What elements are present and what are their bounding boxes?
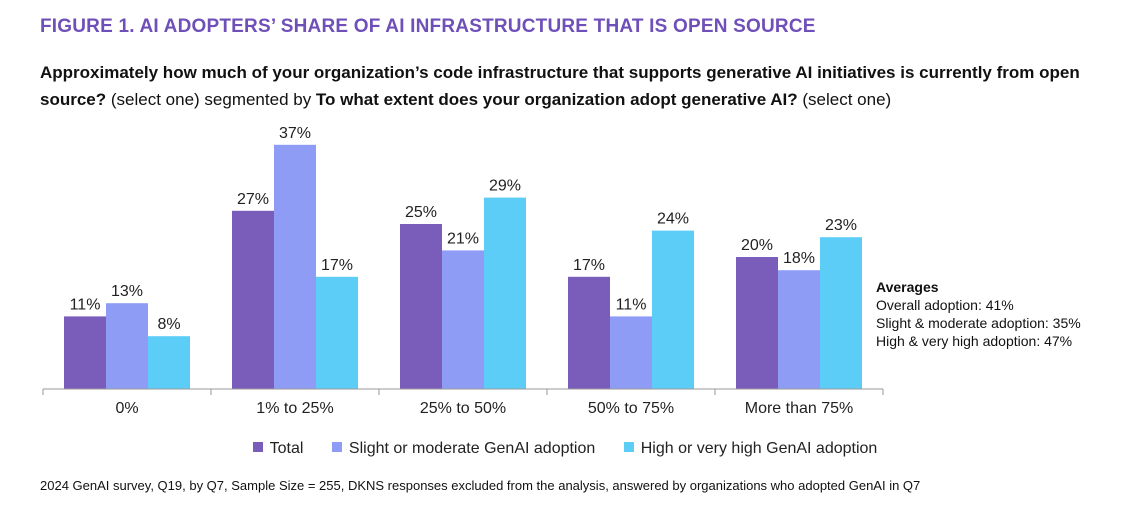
question-select-note: (select one) segmented by <box>106 90 316 109</box>
bar-high-or-very-high-genai-adoption-50-to-75 <box>652 230 694 389</box>
legend-item-total: Total <box>252 440 304 458</box>
data-label-high-or-very-high-genai-adoption-1-to-25: 17% <box>321 257 353 274</box>
data-label-slight-or-moderate-genai-adoption-0: 13% <box>111 283 143 300</box>
bar-high-or-very-high-genai-adoption-1-to-25 <box>316 276 358 389</box>
bar-total-0 <box>64 316 106 389</box>
bar-slight-or-moderate-genai-adoption-1-to-25 <box>274 144 316 389</box>
bar-slight-or-moderate-genai-adoption-0 <box>106 303 148 389</box>
averages-box: Averages Overall adoption: 41% Slight & … <box>876 278 1081 350</box>
x-tick-label-50-to-75: 50% to 75% <box>588 400 674 417</box>
bar-total-50-to-75 <box>568 276 610 389</box>
legend-item-slight-moderate: Slight or moderate GenAI adoption <box>331 440 596 458</box>
data-label-slight-or-moderate-genai-adoption-1-to-25: 37% <box>279 125 311 142</box>
legend-label-high-very-high: High or very high GenAI adoption <box>640 440 878 457</box>
bar-total-1-to-25 <box>232 210 274 389</box>
data-label-high-or-very-high-genai-adoption-50-to-75: 24% <box>657 211 689 228</box>
data-label-slight-or-moderate-genai-adoption-50-to-75: 11% <box>616 296 647 313</box>
bar-chart: 11% 13% 8% 0% 27% 37% 17% 1% to 25% 25% 21% 29% 25%… <box>42 125 884 417</box>
x-tick-label-1-to-25: 1% to 25% <box>256 400 333 417</box>
data-label-total-50-to-75: 17% <box>573 257 605 274</box>
average-overall: Overall adoption: 41% <box>876 297 1014 313</box>
bar-total-25-to-50 <box>400 224 442 389</box>
chart-legend: Total Slight or moderate GenAI adoption … <box>0 440 1130 458</box>
average-high-very-high: High & very high adoption: 47% <box>876 333 1073 349</box>
legend-item-high-very-high: High or very high GenAI adoption <box>623 440 878 458</box>
legend-swatch-high-very-high <box>623 442 634 452</box>
bar-slight-or-moderate-genai-adoption-more-than-75 <box>778 270 820 389</box>
x-tick-label-0: 0% <box>115 400 138 417</box>
data-label-total-1-to-25: 27% <box>237 191 269 208</box>
data-label-high-or-very-high-genai-adoption-0: 8% <box>157 316 180 333</box>
figure-title: FIGURE 1. AI ADOPTERS’ SHARE OF AI INFRA… <box>40 16 816 37</box>
data-label-high-or-very-high-genai-adoption-more-than-75: 23% <box>825 217 857 234</box>
bar-total-more-than-75 <box>736 257 778 389</box>
bar-slight-or-moderate-genai-adoption-25-to-50 <box>442 250 484 389</box>
footnote: 2024 GenAI survey, Q19, by Q7, Sample Si… <box>40 478 921 493</box>
bar-high-or-very-high-genai-adoption-more-than-75 <box>820 237 862 389</box>
data-label-total-25-to-50: 25% <box>405 204 437 221</box>
bar-high-or-very-high-genai-adoption-0 <box>148 336 190 389</box>
data-label-total-more-than-75: 20% <box>741 237 773 254</box>
bar-slight-or-moderate-genai-adoption-50-to-75 <box>610 316 652 389</box>
x-tick-label-more-than-75: More than 75% <box>745 400 854 417</box>
averages-title: Averages <box>876 279 939 295</box>
data-label-high-or-very-high-genai-adoption-25-to-50: 29% <box>489 178 521 195</box>
question-segment: To what extent does your organization ad… <box>315 90 798 109</box>
legend-swatch-slight-moderate <box>331 442 342 452</box>
legend-swatch-total <box>252 442 263 452</box>
question-select-note-2: (select one) <box>797 90 892 109</box>
survey-question: Approximately how much of your organizat… <box>40 59 1120 113</box>
x-tick-label-25-to-50: 25% to 50% <box>420 400 506 417</box>
average-slight-moderate: Slight & moderate adoption: 35% <box>876 315 1081 331</box>
bar-high-or-very-high-genai-adoption-25-to-50 <box>484 197 526 389</box>
question-main: Approximately how much of your organizat… <box>40 63 1080 109</box>
legend-label-total: Total <box>269 440 304 457</box>
data-label-total-0: 11% <box>70 296 101 313</box>
data-label-slight-or-moderate-genai-adoption-more-than-75: 18% <box>783 250 815 267</box>
legend-label-slight-moderate: Slight or moderate GenAI adoption <box>348 440 596 457</box>
data-label-slight-or-moderate-genai-adoption-25-to-50: 21% <box>447 230 479 247</box>
